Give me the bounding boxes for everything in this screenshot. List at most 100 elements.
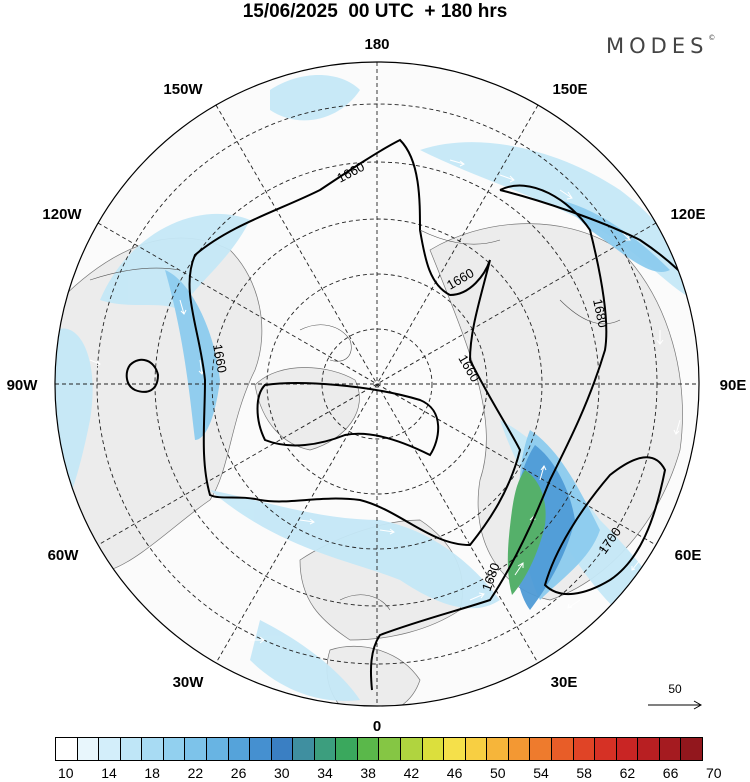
colorbar-cell	[99, 738, 121, 760]
wind-speed-shading	[55, 62, 699, 706]
wind-arrow	[179, 299, 187, 315]
contour-1680	[370, 184, 608, 691]
contour-label: 1660	[210, 343, 230, 374]
reference-vector-label: 50	[668, 682, 682, 696]
colorbar-tick-label: 38	[360, 765, 376, 781]
contour-low-west	[125, 358, 160, 393]
contour-1700	[543, 456, 667, 596]
coastline	[559, 299, 621, 325]
wind-arrow	[379, 528, 395, 535]
colorbar-tick-label: 34	[317, 765, 333, 781]
colorbar-cell	[206, 738, 229, 760]
colorbar-tick-label: 22	[187, 765, 204, 781]
colorbar	[55, 737, 703, 761]
colorbar-cell	[573, 738, 596, 760]
chart-title: 15/06/2025 00 UTC + 180 hrs	[242, 1, 508, 22]
wind-arrow	[559, 655, 575, 662]
lon-label-150e: 150E	[552, 81, 587, 98]
jet-band-pacific	[100, 213, 250, 310]
jet-band-south	[250, 620, 360, 701]
colorbar-cell	[336, 738, 358, 760]
colorbar-tick-label: 50	[490, 765, 506, 781]
wind-arrow	[567, 599, 581, 609]
colorbar-cell	[551, 738, 574, 760]
copyright-mark: ©	[708, 34, 716, 42]
colorbar-cell	[185, 738, 207, 760]
colorbar-tick-label: 70	[706, 765, 722, 781]
reference-vector: 50	[640, 682, 710, 712]
meridian-120e-60w	[97, 222, 657, 546]
wind-arrow	[539, 465, 547, 481]
colorbar-tick-label: 10	[58, 765, 74, 781]
latitude-circle	[321, 328, 433, 440]
wind-arrow	[559, 189, 573, 200]
contour-1660-main	[188, 138, 522, 547]
colorbar-cell	[56, 738, 78, 760]
colorbar-cell	[487, 738, 509, 760]
colorbar-cell	[616, 738, 639, 760]
colorbar-cell	[250, 738, 272, 760]
colorbar-cell	[357, 738, 380, 760]
colorbar-labels: 10 14 18 22 26 30 34 38 42 46 50 54 58 62 66 70	[55, 765, 722, 781]
colorbar-cell	[595, 738, 617, 760]
wind-arrow	[499, 174, 515, 183]
wind-arrow	[673, 419, 681, 435]
jet-band-siberia	[420, 142, 699, 300]
contour-label: 1680	[590, 298, 611, 329]
lon-label-120w: 120W	[42, 206, 82, 223]
height-contours	[125, 138, 699, 691]
wind-arrow	[469, 592, 485, 601]
jet-core-alaska	[165, 270, 220, 440]
colorbar-tick-label: 18	[144, 765, 160, 781]
colorbar-tick-label: 66	[662, 765, 679, 781]
wind-arrow	[299, 518, 315, 525]
colorbar-tick-label: 58	[576, 765, 592, 781]
colorbar-cell	[271, 738, 294, 760]
colorbar-tick-label: 30	[274, 765, 290, 781]
landmass-layer	[55, 223, 683, 706]
colorbar-cell	[401, 738, 423, 760]
colorbar-tick-label: 54	[533, 765, 549, 781]
lon-label-150w: 150W	[163, 81, 203, 98]
modes-logo: MODES©	[606, 34, 715, 58]
colorbar-cell	[314, 738, 337, 760]
colorbar-cell	[508, 738, 531, 760]
contour-inner	[256, 382, 440, 457]
lon-label-30e: 30E	[551, 674, 578, 691]
colorbar-tick-label: 62	[619, 765, 636, 781]
polar-map: 1660 1660 1660 1660 1680 1680 1700 180 1…	[7, 36, 747, 735]
wind-arrow	[449, 159, 465, 167]
land-greenland	[254, 367, 360, 451]
colorbar-cell	[120, 738, 143, 760]
lon-label-60e: 60E	[675, 547, 702, 564]
map-border	[54, 61, 700, 707]
lon-label-90e: 90E	[720, 377, 747, 394]
colorbar-cell	[530, 738, 552, 760]
lon-label-180: 180	[364, 36, 389, 53]
colorbar-cell	[659, 738, 682, 760]
colorbar-cell	[293, 738, 315, 760]
colorbar-cell	[163, 738, 186, 760]
colorbar-cell	[77, 738, 100, 760]
coastline	[89, 267, 181, 281]
colorbar-cell	[444, 738, 466, 760]
lon-label-60w: 60W	[48, 547, 80, 564]
wind-arrow	[656, 330, 664, 345]
colorbar-cell	[422, 738, 445, 760]
colorbar-cell	[228, 738, 251, 760]
colorbar-cell	[681, 738, 702, 760]
colorbar-cell	[638, 738, 660, 760]
longitude-label-group: 180 150E 120E 90E 60E 30E 0 30W 60W 90W …	[7, 36, 747, 735]
wind-arrow	[250, 636, 265, 644]
lon-label-30w: 30W	[173, 674, 205, 691]
colorbar-cell	[379, 738, 401, 760]
coastline	[419, 229, 501, 245]
lon-label-90w: 90W	[7, 377, 39, 394]
coastlines	[89, 229, 621, 611]
coastline	[339, 594, 391, 611]
wind-arrow	[631, 559, 641, 571]
colorbar-tick-label: 26	[230, 765, 247, 781]
coastline	[299, 324, 352, 362]
colorbar-tick-label: 42	[403, 765, 420, 781]
reference-arrow-icon	[648, 700, 703, 710]
